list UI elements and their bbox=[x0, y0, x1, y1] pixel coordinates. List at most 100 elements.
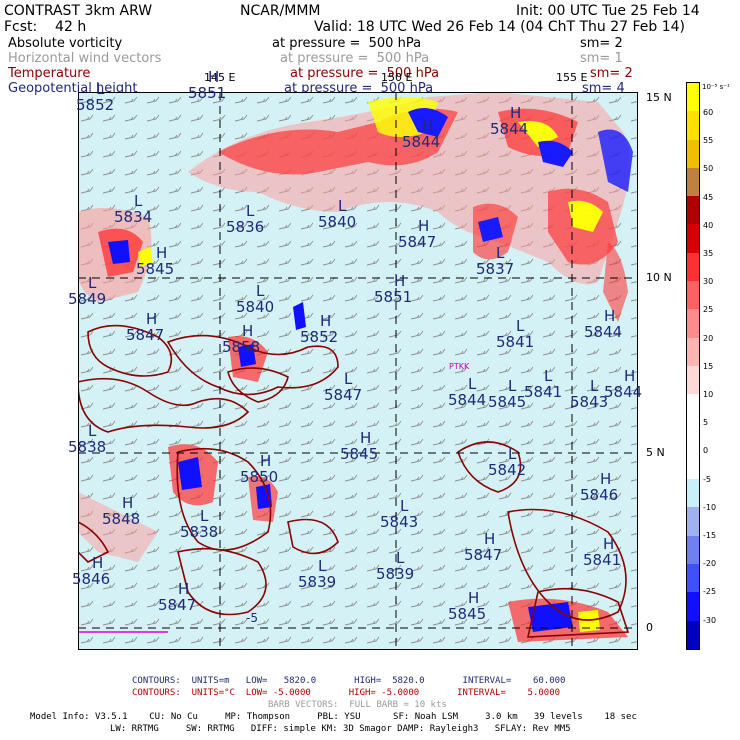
colorbar-tick-label: 35 bbox=[703, 249, 714, 258]
height-value: 5840 bbox=[236, 298, 275, 316]
colorbar-segment bbox=[687, 450, 699, 480]
high-marker: H bbox=[208, 68, 220, 86]
height-value: 5844 bbox=[584, 323, 623, 341]
high-marker: H bbox=[468, 589, 480, 607]
vorticity-shading bbox=[188, 92, 633, 322]
colorbar-segment bbox=[687, 337, 699, 366]
low-marker: L bbox=[256, 282, 265, 300]
footer-contours-height: CONTOURS: UNITS=m LOW= 5820.0 HIGH= 5820… bbox=[132, 676, 566, 686]
field-absolute-vorticity-sm: sm= 2 bbox=[580, 36, 623, 51]
low-marker: L bbox=[318, 557, 327, 575]
colorbar-tick-label: 0 bbox=[703, 446, 709, 456]
colorbar-tick-label: 40 bbox=[703, 220, 714, 230]
height-value: 5845 bbox=[448, 605, 487, 623]
height-value: 5844 bbox=[402, 133, 441, 151]
height-value: 5840 bbox=[318, 213, 357, 231]
height-value: 5837 bbox=[476, 260, 515, 278]
height-value: 5847 bbox=[324, 386, 363, 404]
high-marker: H bbox=[122, 494, 134, 512]
valid-time: Valid: 18 UTC Wed 26 Feb 14 (04 ChT Thu … bbox=[314, 19, 686, 35]
height-value: 5852 bbox=[300, 328, 339, 346]
colorbar-tick-label: 15 bbox=[703, 361, 714, 371]
colorbar-segment bbox=[687, 422, 699, 451]
field-wind-vectors: Horizontal wind vectors bbox=[8, 51, 162, 66]
high-marker: H bbox=[422, 117, 434, 135]
height-value: 5844 bbox=[490, 120, 529, 138]
height-value: 5834 bbox=[114, 208, 153, 226]
colorbar-tick-label: -25 bbox=[703, 587, 717, 597]
field-geopotential-height-sm: sm= 4 bbox=[582, 81, 625, 96]
map-frame bbox=[78, 92, 638, 650]
colorbar-tick-label: -5 bbox=[703, 474, 711, 484]
high-marker: H bbox=[604, 307, 616, 325]
height-value: 5846 bbox=[580, 486, 619, 504]
low-marker: L bbox=[468, 375, 477, 393]
low-marker: L bbox=[396, 549, 405, 567]
model-title: CONTRAST 3km ARW bbox=[4, 3, 153, 19]
height-value: 5836 bbox=[226, 218, 265, 236]
height-value: 5849 bbox=[68, 290, 107, 308]
height-value: 5841 bbox=[524, 383, 563, 401]
high-marker: H bbox=[178, 580, 190, 598]
lat-label-10n: 10 N bbox=[646, 271, 672, 284]
colorbar-segment bbox=[687, 394, 699, 423]
colorbar-segment bbox=[687, 564, 699, 593]
height-value: 5852 bbox=[76, 96, 115, 114]
footer-model-physics: LW: RRTMG SW: RRTMG DIFF: simple KM: 3D … bbox=[110, 724, 571, 734]
vorticity-center bbox=[228, 302, 306, 382]
low-marker: L bbox=[544, 367, 553, 385]
footer-barb-vectors: BARB VECTORS: FULL BARB = 10 kts bbox=[268, 700, 447, 710]
height-value: 5846 bbox=[72, 570, 111, 588]
lat-label-5n: 5 N bbox=[646, 446, 665, 459]
field-temperature: Temperature bbox=[8, 66, 91, 81]
field-wind-vectors-level: at pressure = 500 hPa bbox=[280, 51, 430, 66]
field-geopotential-height: Geopotential height bbox=[8, 81, 138, 96]
colorbar-segment bbox=[687, 507, 699, 536]
high-marker: H bbox=[156, 244, 168, 262]
height-value: 5845 bbox=[488, 393, 527, 411]
high-marker: H bbox=[600, 470, 612, 488]
institution: NCAR/MMM bbox=[240, 3, 321, 19]
lat-label-15n: 15 N bbox=[646, 91, 672, 104]
height-value: 5847 bbox=[464, 546, 503, 564]
height-value: 5850 bbox=[240, 468, 279, 486]
footer-contours-temperature: CONTOURS: UNITS=°C LOW= -5.0000 HIGH= -5… bbox=[132, 688, 561, 698]
high-marker: H bbox=[242, 322, 254, 340]
colorbar-tick-label: 5 bbox=[703, 418, 709, 428]
colorbar-segment bbox=[687, 167, 699, 197]
height-value: 5839 bbox=[376, 565, 415, 583]
field-wind-vectors-sm: sm= 1 bbox=[580, 51, 623, 66]
colorbar-tick-label: -15 bbox=[703, 531, 717, 540]
colorbar-segment bbox=[687, 196, 699, 225]
field-temperature-level: at pressure = 500 hPa bbox=[290, 66, 440, 81]
colorbar-tick-label: -10 bbox=[703, 502, 717, 512]
high-marker: H bbox=[360, 429, 372, 447]
lon-label-150e: 150 E bbox=[381, 71, 413, 84]
station-ptkk: PTKK bbox=[449, 362, 470, 371]
low-marker: L bbox=[88, 422, 97, 440]
colorbar-segment bbox=[687, 620, 699, 649]
high-marker: H bbox=[394, 272, 406, 290]
lon-label-155e: 155 E bbox=[556, 71, 588, 84]
field-temperature-sm: sm= 2 bbox=[590, 66, 633, 81]
contour-label: -5 bbox=[246, 611, 258, 625]
height-value: 5838 bbox=[68, 438, 107, 456]
lon-label-145e: 145 E bbox=[204, 71, 236, 84]
height-value: 5851 bbox=[188, 84, 227, 102]
high-marker: H bbox=[418, 217, 430, 235]
vorticity-southeast bbox=[508, 598, 628, 642]
colorbar-tick-label: 50 bbox=[703, 164, 714, 174]
height-value: 5843 bbox=[570, 393, 609, 411]
high-marker: H bbox=[484, 530, 496, 548]
colorbar-segment bbox=[687, 479, 699, 508]
colorbar-tick-label: 60 bbox=[703, 108, 714, 117]
low-marker: L bbox=[246, 202, 255, 220]
colorbar-tick-label: -20 bbox=[703, 559, 717, 569]
height-value: 5838 bbox=[180, 523, 219, 541]
low-marker: L bbox=[516, 317, 525, 335]
low-marker: L bbox=[344, 370, 353, 388]
colorbar-segment bbox=[687, 224, 699, 253]
height-value: 5844 bbox=[448, 391, 487, 409]
high-marker: H bbox=[260, 452, 272, 470]
height-value: 5845 bbox=[136, 260, 175, 278]
